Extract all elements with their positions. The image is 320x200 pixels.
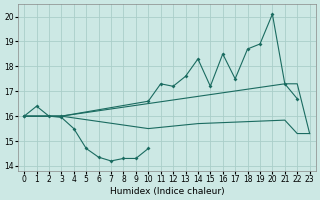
X-axis label: Humidex (Indice chaleur): Humidex (Indice chaleur) [109, 187, 224, 196]
